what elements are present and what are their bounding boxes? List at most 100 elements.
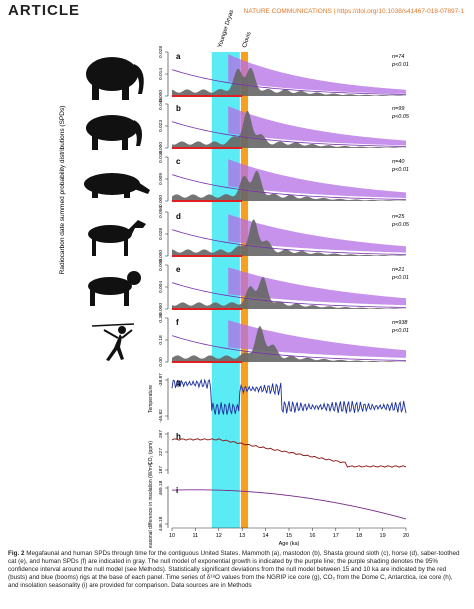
null-model bbox=[171, 229, 407, 255]
x-tick-label: 15 bbox=[286, 533, 292, 539]
n-label: n=25 bbox=[392, 214, 405, 220]
y-tick-label: 0.36 bbox=[158, 313, 164, 323]
panel-letter: i bbox=[176, 486, 178, 495]
spd-panel: 0.000 0.028 0.056 d n=25 p<0.05 bbox=[158, 206, 410, 262]
x-axis: 10 11 12 13 14 15 16 17 18 19 20 Age (ka) bbox=[169, 527, 409, 547]
y-tick-label: 0.046 bbox=[158, 98, 164, 110]
spd-curve bbox=[172, 111, 406, 148]
y-tick-label: 187 bbox=[158, 466, 164, 474]
annotation: Younger Dryas bbox=[217, 9, 235, 48]
y-tick-label: 0.023 bbox=[158, 120, 164, 132]
y-tick-label: 0.004 bbox=[158, 281, 164, 293]
spd-panel: 0.000 0.004 0.008 e n=21 p<0.01 bbox=[158, 259, 409, 315]
x-tick-label: 11 bbox=[193, 533, 199, 539]
p-label: p<0.05 bbox=[391, 114, 410, 120]
confidence-band bbox=[228, 106, 406, 146]
panel-letter: c bbox=[176, 157, 181, 166]
y-tick-label: 0.00 bbox=[158, 357, 164, 367]
annotation: Clovis bbox=[242, 31, 253, 48]
panel-letter: f bbox=[176, 318, 179, 327]
climate-ylabel: CO₂ (ppm) bbox=[148, 441, 154, 465]
y-tick-label: 0.008 bbox=[158, 259, 164, 271]
spd-panel: 0.000 0.014 0.028 a n=74 p<0.01 bbox=[158, 46, 409, 102]
journal-header: NATURE COMMUNICATIONS | https://doi.org/… bbox=[243, 8, 464, 15]
panel-letter: g bbox=[176, 378, 181, 387]
spd-panel: 0.000 0.009 0.018 c n=40 p<0.01 bbox=[158, 151, 409, 207]
p-label: p<0.05 bbox=[391, 222, 410, 228]
y-tick-label: -38.87 bbox=[158, 373, 164, 387]
y-tick-label: 0.000 bbox=[158, 90, 164, 102]
spd-panel: 0.00 0.18 0.36 f n=938 p<0.01 bbox=[158, 313, 409, 367]
x-axis-label: Age (ka) bbox=[279, 541, 300, 547]
climate-panel: -46.82 -38.87 Temperature g bbox=[148, 373, 407, 423]
p-label: p<0.01 bbox=[391, 62, 409, 68]
figure: Younger Dryas Clovis Radiocarbon date summ… bbox=[59, 9, 410, 548]
x-tick-label: 18 bbox=[356, 533, 362, 539]
confidence-band bbox=[228, 214, 406, 253]
section-label: ARTICLE bbox=[8, 2, 80, 19]
x-tick-label: 17 bbox=[333, 533, 339, 539]
y-tick-label: 0.014 bbox=[158, 68, 164, 80]
y-tick-label: 267 bbox=[158, 430, 164, 438]
y-tick-label: 0.18 bbox=[158, 335, 164, 345]
spd-curve bbox=[172, 67, 406, 96]
n-label: n=40 bbox=[392, 159, 405, 165]
p-label: p<0.01 bbox=[391, 328, 409, 334]
n-label: n=21 bbox=[392, 267, 404, 273]
x-tick-label: 19 bbox=[380, 533, 386, 539]
climate-panel: 446.18 469.18 Seasonal difference in insol… bbox=[148, 462, 407, 548]
panel-letter: d bbox=[176, 212, 181, 221]
panel-letter: b bbox=[176, 104, 181, 113]
y-tick-label: 227 bbox=[158, 448, 164, 456]
climate-curve bbox=[171, 378, 407, 415]
climate-ylabel: Temperature bbox=[148, 385, 154, 413]
confidence-band bbox=[228, 267, 406, 306]
ground-sloth bbox=[84, 173, 150, 198]
y-tick-label: 0.028 bbox=[158, 46, 164, 58]
panel-letter: a bbox=[176, 52, 181, 61]
spd-panel: 0.000 0.023 0.046 b n=99 p<0.05 bbox=[158, 98, 410, 154]
spd-curve bbox=[172, 276, 406, 309]
confidence-band bbox=[228, 159, 406, 198]
null-model bbox=[171, 282, 407, 308]
y-tick-label: 0.009 bbox=[158, 173, 164, 185]
y-tick-label: 469.18 bbox=[158, 480, 164, 495]
climate-curve bbox=[171, 438, 407, 468]
mastodon bbox=[86, 115, 142, 150]
horse bbox=[88, 220, 146, 256]
n-label: n=74 bbox=[392, 54, 404, 60]
null-model bbox=[171, 69, 407, 95]
y-tick-label: 446.18 bbox=[158, 516, 164, 531]
caption-label: Fig. 2 bbox=[8, 550, 25, 557]
confidence-band bbox=[228, 54, 406, 94]
panel-letter: h bbox=[176, 432, 181, 441]
x-tick-label: 12 bbox=[216, 533, 222, 539]
mammoth bbox=[86, 57, 144, 100]
x-tick-label: 14 bbox=[263, 533, 269, 539]
x-tick-label: 13 bbox=[239, 533, 245, 539]
x-tick-label: 20 bbox=[403, 533, 409, 539]
null-model bbox=[171, 174, 407, 200]
null-model bbox=[171, 335, 407, 361]
caption-text: Megafaunal and human SPDs through time f… bbox=[8, 550, 460, 589]
p-label: p<0.01 bbox=[391, 275, 409, 281]
y-tick-label: -46.82 bbox=[158, 409, 164, 423]
y-axis-label: Radiocarbon date summed probability dist… bbox=[59, 106, 66, 275]
y-tick-label: 0.000 bbox=[158, 142, 164, 154]
null-model bbox=[171, 121, 407, 147]
climate-ylabel: Seasonal difference in insolation (W/m²) bbox=[148, 462, 154, 548]
n-label: n=938 bbox=[392, 320, 408, 326]
y-tick-label: 0.028 bbox=[158, 228, 164, 240]
y-tick-label: 0.056 bbox=[158, 206, 164, 218]
silhouettes bbox=[84, 57, 150, 361]
x-tick-label: 16 bbox=[309, 533, 315, 539]
climate-curve bbox=[171, 489, 407, 520]
spd-curve bbox=[172, 326, 406, 362]
y-tick-label: 0.000 bbox=[158, 250, 164, 262]
n-label: n=99 bbox=[392, 106, 404, 112]
human bbox=[91, 323, 135, 361]
y-tick-label: 0.000 bbox=[158, 303, 164, 315]
climate-panel: 187 227 267 CO₂ (ppm) h bbox=[148, 430, 407, 474]
caption: Fig. 2 Megafaunal and human SPDs through… bbox=[8, 550, 464, 590]
